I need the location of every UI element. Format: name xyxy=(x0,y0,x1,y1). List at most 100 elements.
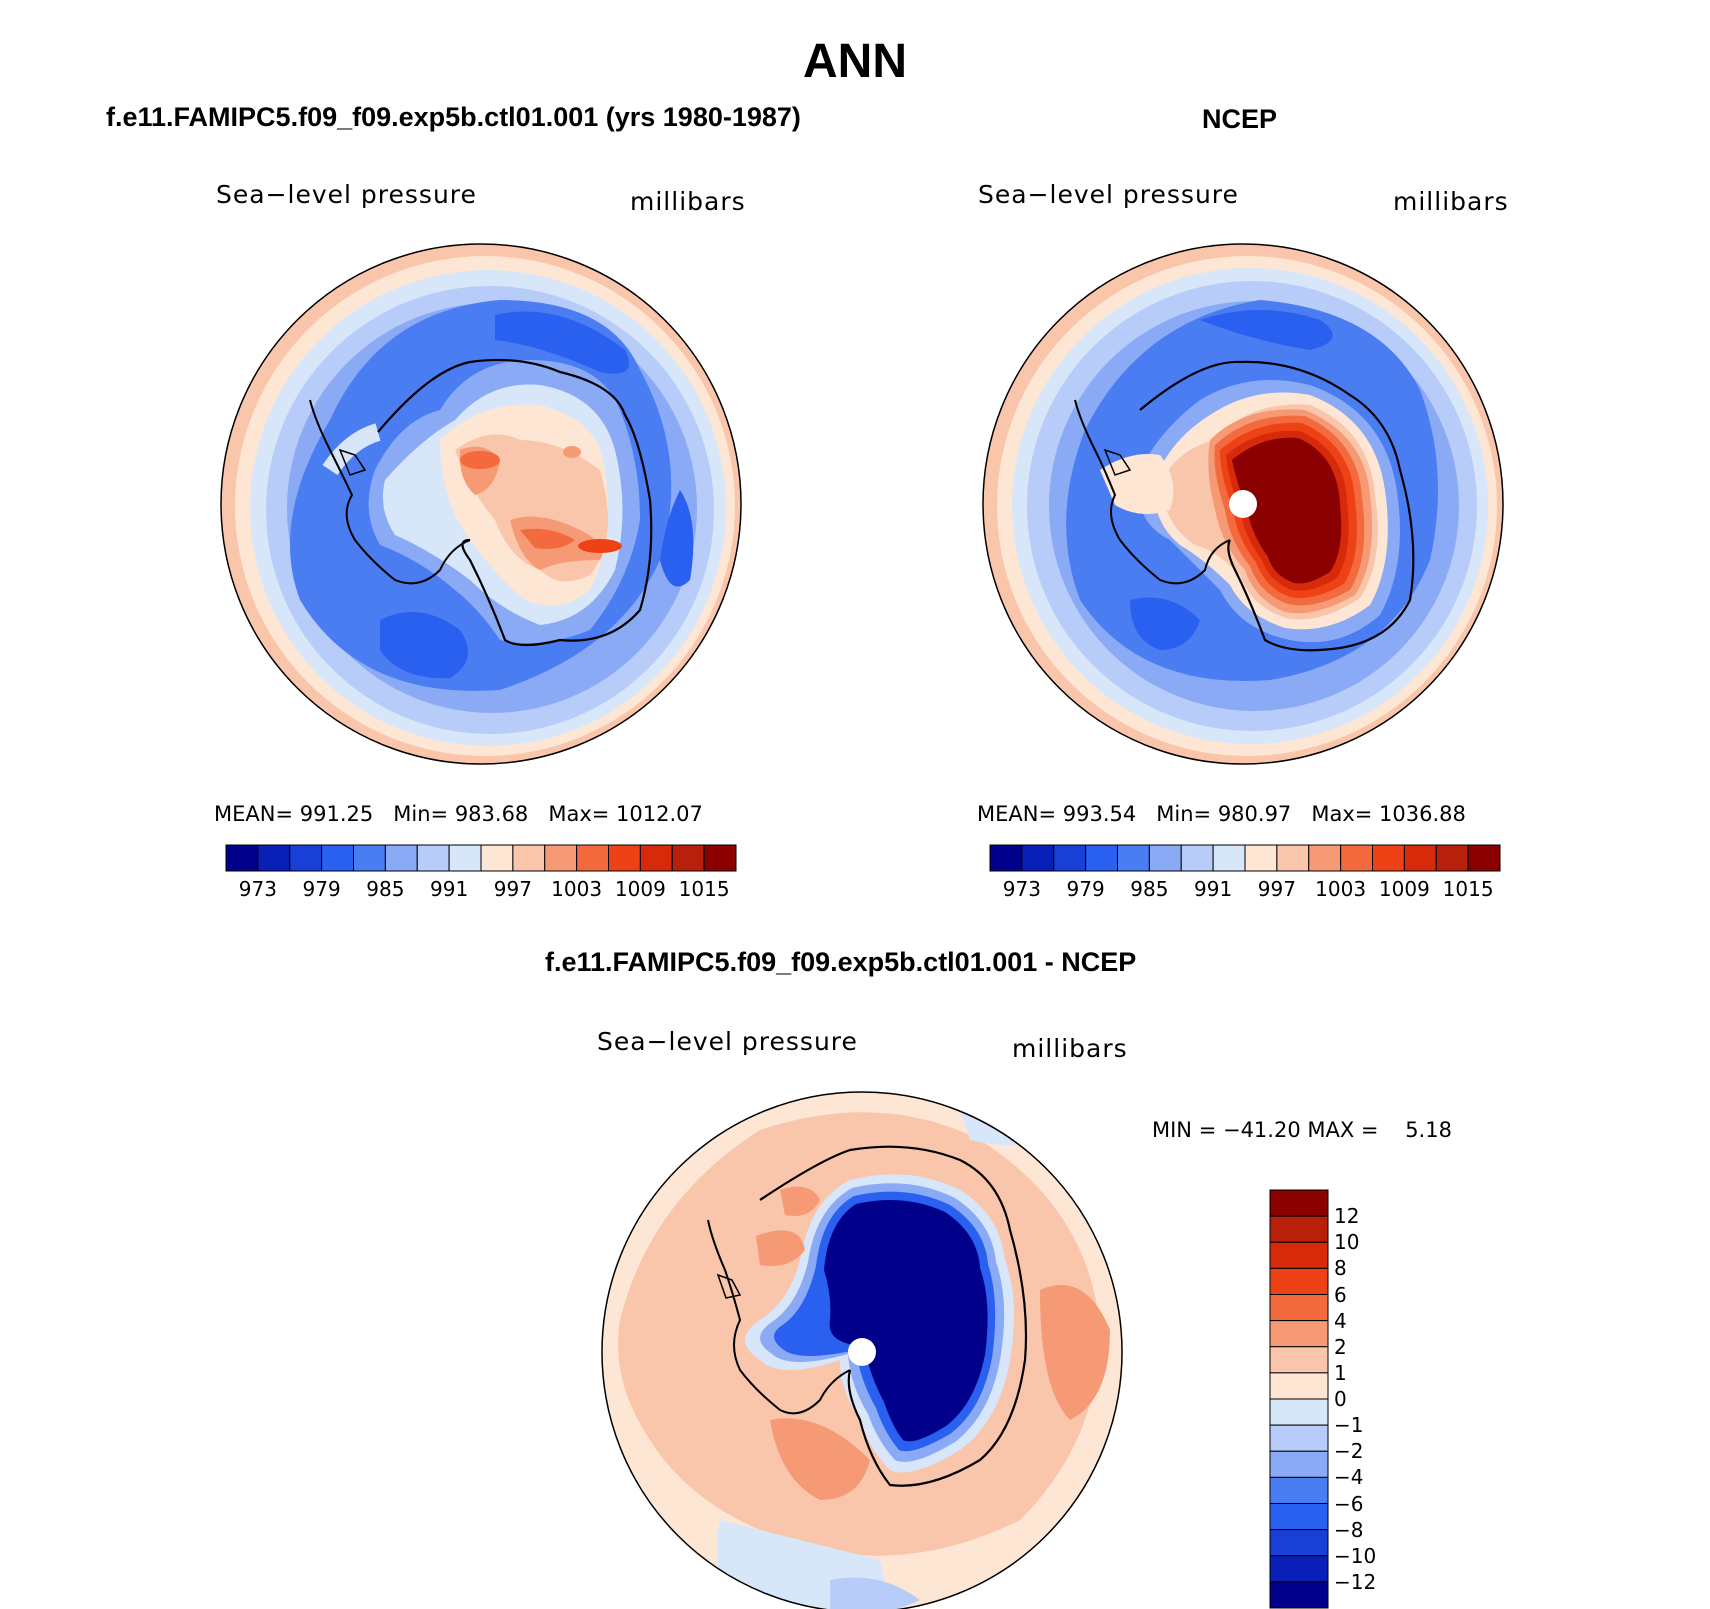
high-pressure-core xyxy=(563,446,581,458)
max-label: Max= xyxy=(1311,802,1373,826)
colorbar-swatch xyxy=(512,844,546,872)
figure-title: ANN xyxy=(803,35,907,88)
antarctic-coastline xyxy=(1139,360,1415,652)
colorbar-swatch xyxy=(1269,1294,1329,1322)
colorbar-swatch xyxy=(1212,844,1246,872)
colorbar-swatch xyxy=(1403,844,1437,872)
colorbar-tick-label: −10 xyxy=(1334,1543,1377,1568)
mean-label: MEAN= xyxy=(977,802,1057,826)
colorbar-tick-label: −8 xyxy=(1334,1517,1364,1542)
colorbar-tick-label: 1009 xyxy=(614,877,666,901)
colorbar-tick-label: 985 xyxy=(366,877,405,901)
colorbar-tick-label: 985 xyxy=(1130,877,1169,901)
colorbar-tick-label: 10 xyxy=(1334,1230,1360,1255)
colorbar-tick-label: 1 xyxy=(1334,1360,1347,1385)
colorbar-swatch xyxy=(353,844,386,872)
panel1-polar-map xyxy=(221,244,741,764)
colorbar-tick-label: 12 xyxy=(1334,1204,1360,1229)
panel1-variable-label: Sea−level pressure xyxy=(216,180,477,209)
max-value: 1036.88 xyxy=(1379,802,1466,826)
colorbar-swatch xyxy=(1269,1398,1329,1426)
colorbar-swatch xyxy=(225,844,259,872)
positive-anomaly-region xyxy=(780,1186,820,1216)
positive-anomaly-region xyxy=(1040,1285,1110,1420)
colorbar-swatch xyxy=(1053,844,1087,872)
antarctic-coastline xyxy=(707,1219,851,1415)
peninsula-field xyxy=(322,423,381,476)
colorbar-swatch xyxy=(1085,844,1118,872)
colorbar-swatch xyxy=(1269,1450,1329,1478)
colorbar-tick-label: 997 xyxy=(493,877,532,901)
colorbar-swatch xyxy=(384,844,418,872)
positive-anomaly-region xyxy=(770,1418,870,1500)
panel2-colorbar xyxy=(989,844,1501,872)
mean-value: 993.54 xyxy=(1062,802,1137,826)
diff-colorbar xyxy=(1269,1189,1329,1609)
diff-stats: MIN = −41.20 MAX = 5.18 xyxy=(1152,1118,1452,1142)
colorbar-swatch xyxy=(1180,844,1214,872)
colorbar-swatch xyxy=(1117,844,1150,872)
max-label: Max= xyxy=(548,802,610,826)
colorbar-tick-label: 4 xyxy=(1334,1308,1347,1333)
colorbar-tick-label: 997 xyxy=(1257,877,1296,901)
colorbar-tick-label: 1009 xyxy=(1378,877,1430,901)
colorbar-tick-label: 1003 xyxy=(1315,877,1367,901)
colorbar-swatch xyxy=(1340,844,1373,872)
peninsula-field xyxy=(1100,454,1174,514)
colorbar-swatch xyxy=(1269,1267,1329,1295)
high-pressure-core xyxy=(578,539,622,553)
colorbar-swatch xyxy=(1372,844,1405,872)
high-pressure-core xyxy=(1232,437,1342,584)
colorbar-tick-label: −4 xyxy=(1334,1465,1364,1490)
panel1-units-label: millibars xyxy=(630,187,746,216)
colorbar-swatch xyxy=(1467,844,1501,872)
antarctic-coastline xyxy=(309,399,471,585)
low-pressure-cell xyxy=(495,311,630,374)
panel2-title: NCEP xyxy=(1202,104,1278,134)
colorbar-tick-label: 973 xyxy=(238,877,277,901)
diff-map-border xyxy=(601,1091,1123,1609)
high-pressure-core xyxy=(520,528,575,549)
negative-anomaly-region xyxy=(960,1110,1040,1145)
min-value: 980.97 xyxy=(1217,802,1292,826)
colorbar-tick-label: −6 xyxy=(1334,1491,1364,1516)
colorbar-swatch xyxy=(1269,1476,1329,1504)
colorbar-tick-label: 1015 xyxy=(678,877,730,901)
colorbar-swatch xyxy=(1148,844,1182,872)
colorbar-swatch xyxy=(321,844,354,872)
strong-negative-anomaly xyxy=(824,1199,988,1442)
colorbar-tick-label: 991 xyxy=(430,877,469,901)
colorbar-tick-label: 8 xyxy=(1334,1256,1347,1281)
colorbar-tick-label: −1 xyxy=(1334,1413,1364,1438)
mean-value: 991.25 xyxy=(299,802,374,826)
colorbar-tick-label: 991 xyxy=(1194,877,1233,901)
antarctic-coastline xyxy=(377,358,653,647)
colorbar-swatch xyxy=(1269,1529,1329,1557)
low-pressure-cell xyxy=(380,612,468,679)
min-label: Min= xyxy=(1156,802,1212,826)
colorbar-swatch xyxy=(1021,844,1055,872)
colorbar-swatch xyxy=(1435,844,1469,872)
colorbar-tick-label: 0 xyxy=(1334,1387,1347,1411)
colorbar-swatch xyxy=(671,844,705,872)
colorbar-swatch xyxy=(1269,1241,1329,1269)
colorbar-swatch xyxy=(1269,1503,1329,1531)
colorbar-swatch xyxy=(1269,1581,1329,1609)
diff-panel-title: f.e11.FAMIPC5.f09_f09.exp5b.ctl01.001 - … xyxy=(545,947,1137,977)
colorbar-swatch xyxy=(576,844,609,872)
ice-shelf-outline xyxy=(338,448,367,476)
panel2-stats: MEAN= 993.54 Min= 980.97 Max= 1036.88 xyxy=(977,802,1466,826)
south-pole-mask xyxy=(1229,490,1257,518)
colorbar-tick-label: 979 xyxy=(1066,877,1105,901)
panel1-map-border xyxy=(220,243,742,765)
colorbar-swatch xyxy=(289,844,323,872)
panel1-stats: MEAN= 991.25 Min= 983.68 Max= 1012.07 xyxy=(214,802,703,826)
colorbar-swatch xyxy=(448,844,482,872)
colorbar-swatch xyxy=(1276,844,1310,872)
min-label: Min= xyxy=(393,802,449,826)
ice-shelf-outline xyxy=(1103,448,1132,476)
diff-polar-map xyxy=(602,1092,1122,1609)
antarctic-coastline xyxy=(759,1145,1028,1487)
colorbar-swatch xyxy=(703,844,737,872)
